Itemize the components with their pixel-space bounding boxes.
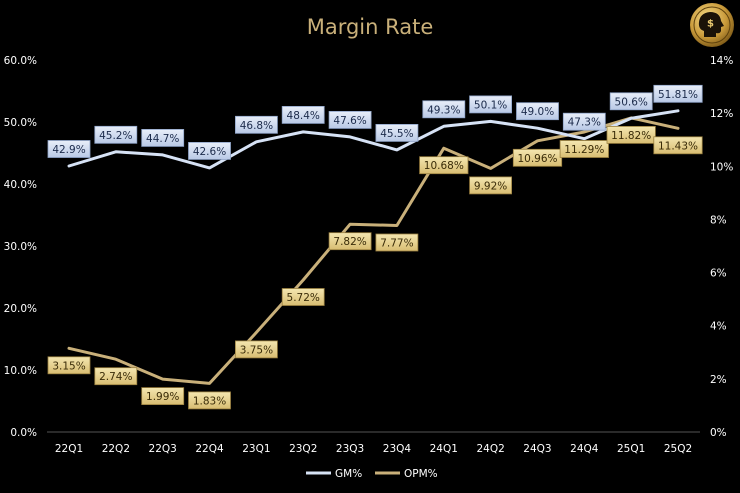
x-axis-tick: 24Q3 [523,443,551,455]
legend-gm-label: GM% [335,468,362,480]
gm-data-label: 50.6% [609,92,653,111]
x-axis-tick: 23Q1 [242,443,270,455]
svg-text:3.75%: 3.75% [240,344,273,356]
svg-text:7.77%: 7.77% [380,238,413,250]
opm-data-label: 11.43% [653,136,703,155]
svg-text:1.99%: 1.99% [146,391,179,403]
gm-data-label: 45.2% [94,125,138,144]
svg-text:2.74%: 2.74% [99,371,132,383]
opm-data-label: 2.74% [94,367,138,386]
opm-data-label: 10.96% [512,148,563,167]
legend: GM% OPM% [306,468,438,480]
svg-text:45.5%: 45.5% [380,128,413,140]
gm-data-label: 47.3% [562,112,606,131]
x-axis-tick: 22Q4 [195,443,224,455]
opm-data-label: 7.82% [328,232,372,251]
svg-text:5.72%: 5.72% [287,292,320,304]
x-axis-tick: 23Q2 [289,443,317,455]
right-axis-tick: 6% [710,268,727,280]
x-axis-tick: 22Q2 [102,443,130,455]
svg-text:1.83%: 1.83% [193,395,226,407]
svg-text:10.96%: 10.96% [517,153,557,165]
svg-text:7.82%: 7.82% [333,236,366,248]
svg-text:46.8%: 46.8% [240,120,273,132]
gm-data-label: 49.0% [516,102,559,121]
right-axis-tick: 2% [710,374,727,386]
opm-data-label: 3.75% [234,340,278,359]
gm-data-label: 45.5% [375,124,419,142]
gm-data-label: 46.8% [234,115,278,134]
gm-series-line [67,109,680,170]
opm-data-label: 5.72% [281,288,325,306]
svg-text:9.92%: 9.92% [474,180,507,192]
opm-data-label: 10.68% [419,156,469,175]
left-axis-tick: 50.0% [4,117,37,129]
gm-data-label: 47.6% [328,111,372,129]
svg-text:45.2%: 45.2% [99,130,132,142]
left-axis-tick: 10.0% [4,365,37,377]
x-axis-tick: 24Q4 [570,443,599,455]
left-axis-tick: 0.0% [10,427,37,439]
svg-text:11.82%: 11.82% [611,130,651,142]
left-axis-tick: 60.0% [4,55,37,67]
x-axis-tick: 23Q4 [383,443,412,455]
head-dollar-logo: $ [690,3,734,47]
left-axis-tick: 30.0% [4,241,37,253]
svg-text:10.68%: 10.68% [424,160,464,172]
opm-data-label: 11.82% [606,126,656,144]
gm-data-label: 42.9% [47,140,91,158]
svg-text:3.15%: 3.15% [52,360,85,372]
legend-opm-label: OPM% [404,468,438,480]
x-axis-tick: 24Q2 [476,443,504,455]
x-axis-tick: 23Q3 [336,443,364,455]
svg-text:51.81%: 51.81% [658,89,698,101]
opm-data-label: 1.99% [141,387,185,406]
svg-text:48.4%: 48.4% [287,110,320,122]
chart-title: Margin Rate [307,15,434,39]
left-axis-tick: 40.0% [4,179,37,191]
gm-data-label: 50.1% [469,95,513,114]
right-axis-tick: 4% [710,321,727,333]
svg-text:$: $ [707,19,714,30]
opm-data-label: 3.15% [47,356,91,375]
x-axis-tick: 22Q3 [149,443,177,455]
svg-text:11.29%: 11.29% [564,144,604,156]
gm-data-label: 44.7% [141,128,185,147]
opm-data-label: 9.92% [469,176,513,195]
opm-series-line [67,116,680,385]
svg-text:50.6%: 50.6% [615,96,648,108]
svg-text:49.3%: 49.3% [427,104,460,116]
x-axis-tick: 22Q1 [55,443,83,455]
svg-text:47.3%: 47.3% [568,117,601,129]
x-axis-tick: 25Q1 [617,443,645,455]
opm-data-label: 7.77% [375,233,419,252]
svg-text:47.6%: 47.6% [333,115,366,127]
gm-data-label: 42.6% [188,141,231,160]
right-axis-tick: 0% [710,427,727,439]
svg-text:50.1%: 50.1% [474,99,507,111]
opm-data-label: 11.29% [559,140,609,158]
svg-text:44.7%: 44.7% [146,133,179,145]
left-axis-tick: 20.0% [4,303,37,315]
axes: 0.0% 10.0% 20.0% 30.0% 40.0% 50.0% 60.0% 0% 2% 4%… [4,55,734,455]
opm-data-label: 1.83% [188,391,231,410]
data-labels: 42.9% 45.2% 44.7% 42.6% 46.8% 48.4% 47.6% 45.5%… [47,84,703,410]
gm-data-label: 51.81% [653,84,703,103]
right-axis-tick: 12% [710,108,733,120]
gm-data-label: 49.3% [422,100,466,119]
svg-text:49.0%: 49.0% [521,106,554,118]
right-axis-tick: 8% [710,214,727,226]
gm-data-label: 48.4% [281,106,325,124]
right-axis-tick: 10% [710,161,733,173]
svg-text:11.43%: 11.43% [658,140,698,152]
x-axis-tick: 25Q2 [664,443,692,455]
x-axis-tick: 24Q1 [430,443,458,455]
right-axis-tick: 14% [710,55,733,67]
svg-text:42.6%: 42.6% [193,146,226,158]
series-lines [67,109,680,385]
svg-text:42.9%: 42.9% [52,144,85,156]
